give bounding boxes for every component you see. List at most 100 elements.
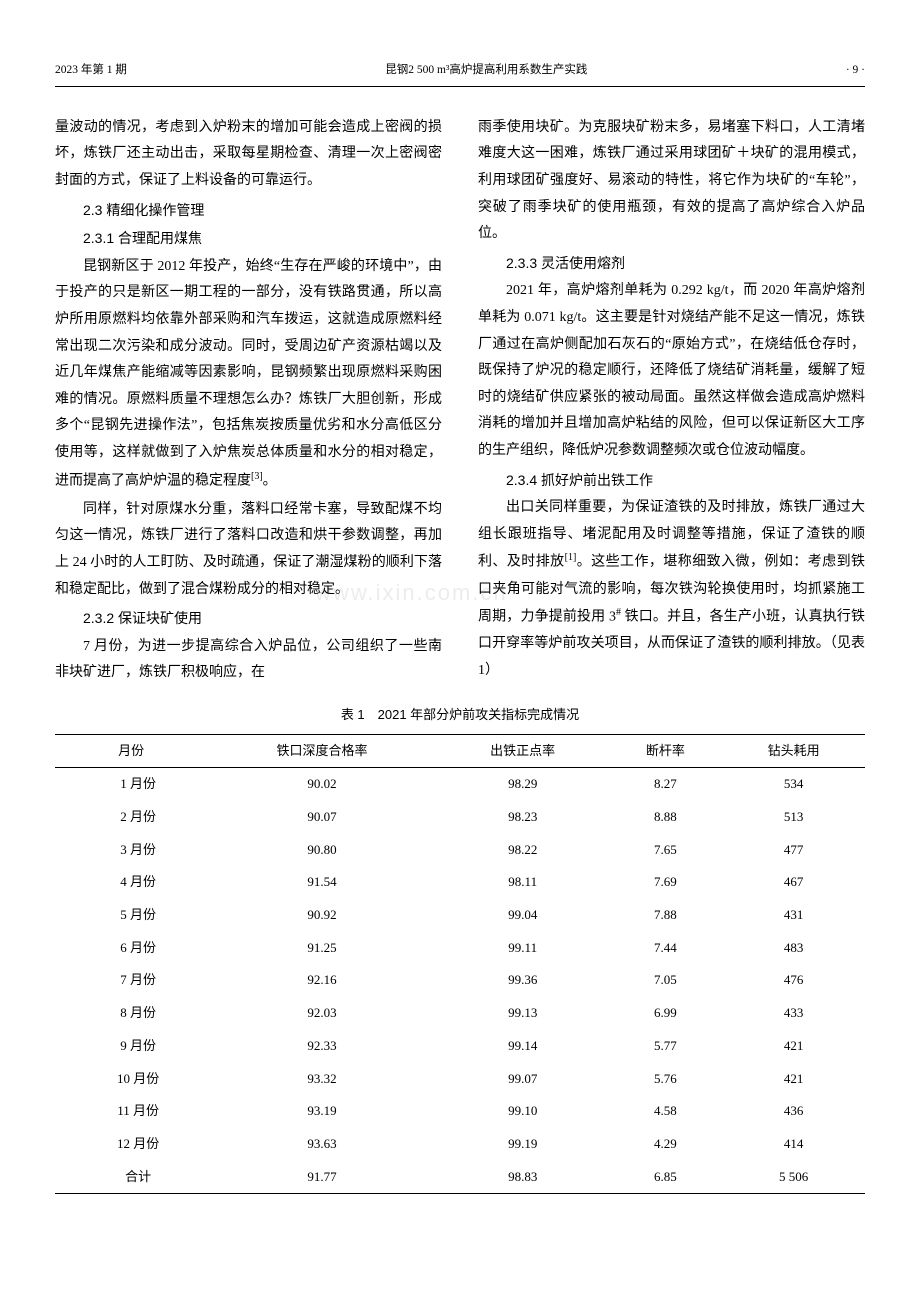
- table-row: 12 月份93.6399.194.29414: [55, 1128, 865, 1161]
- table-cell: 5 506: [722, 1161, 865, 1194]
- heading-2-3-3: 2.3.3 灵活使用熔剂: [478, 250, 865, 277]
- col-break-rate: 断杆率: [609, 734, 723, 768]
- page-body: 2023 年第 1 期 昆钢2 500 m³高炉提高利用系数生产实践 · 9 ·…: [55, 60, 865, 1194]
- table-cell: 92.03: [207, 997, 437, 1030]
- table-cell: 93.19: [207, 1095, 437, 1128]
- table-row: 7 月份92.1699.367.05476: [55, 964, 865, 997]
- table-cell: 6 月份: [55, 932, 207, 965]
- table-row: 10 月份93.3299.075.76421: [55, 1063, 865, 1096]
- table-cell: 90.92: [207, 899, 437, 932]
- table-cell: 483: [722, 932, 865, 965]
- table-cell: 4.58: [609, 1095, 723, 1128]
- table-cell: 421: [722, 1063, 865, 1096]
- paragraph: 2021 年，高炉熔剂单耗为 0.292 kg/t，而 2020 年高炉熔剂单耗…: [478, 278, 865, 464]
- header-title: 昆钢2 500 m³高炉提高利用系数生产实践: [127, 60, 846, 82]
- table-cell: 3 月份: [55, 834, 207, 867]
- table-cell: 99.14: [437, 1030, 609, 1063]
- col-ontime-rate: 出铁正点率: [437, 734, 609, 768]
- citation: [3]: [251, 471, 263, 482]
- col-depth-rate: 铁口深度合格率: [207, 734, 437, 768]
- table-cell: 8.27: [609, 768, 723, 801]
- table-cell: 5.76: [609, 1063, 723, 1096]
- table-cell: 534: [722, 768, 865, 801]
- citation: [1]: [565, 552, 577, 563]
- paragraph: 量波动的情况，考虑到入炉粉末的增加可能会造成上密阀的损坏，炼铁厂还主动出击，采取…: [55, 115, 442, 195]
- table-row: 3 月份90.8098.227.65477: [55, 834, 865, 867]
- table-row: 1 月份90.0298.298.27534: [55, 768, 865, 801]
- table-header-row: 月份 铁口深度合格率 出铁正点率 断杆率 钻头耗用: [55, 734, 865, 768]
- table-cell: 91.54: [207, 866, 437, 899]
- table-cell: 11 月份: [55, 1095, 207, 1128]
- table-cell: 98.29: [437, 768, 609, 801]
- table-cell: 2 月份: [55, 801, 207, 834]
- table-cell: 6.99: [609, 997, 723, 1030]
- table-cell: 1 月份: [55, 768, 207, 801]
- heading-2-3-1: 2.3.1 合理配用煤焦: [55, 225, 442, 252]
- table-cell: 93.32: [207, 1063, 437, 1096]
- table-row: 11 月份93.1999.104.58436: [55, 1095, 865, 1128]
- table-cell: 90.02: [207, 768, 437, 801]
- page-header: 2023 年第 1 期 昆钢2 500 m³高炉提高利用系数生产实践 · 9 ·: [55, 60, 865, 87]
- table-cell: 98.11: [437, 866, 609, 899]
- table-cell: 99.11: [437, 932, 609, 965]
- table-cell: 477: [722, 834, 865, 867]
- table-cell: 98.23: [437, 801, 609, 834]
- table-cell: 90.07: [207, 801, 437, 834]
- table-cell: 6.85: [609, 1161, 723, 1194]
- paragraph: 出口关同样重要，为保证渣铁的及时排放，炼铁厂通过大组长跟班指导、堵泥配用及时调整…: [478, 495, 865, 684]
- paragraph: 同样，针对原煤水分重，落料口经常卡塞，导致配煤不均匀这一情况，炼铁厂进行了落料口…: [55, 497, 442, 603]
- paragraph-text: 昆钢新区于 2012 年投产，始终“生存在严峻的环境中”，由于投产的只是新区一期…: [55, 259, 442, 488]
- table-cell: 99.19: [437, 1128, 609, 1161]
- table-row: 5 月份90.9299.047.88431: [55, 899, 865, 932]
- table-cell: 433: [722, 997, 865, 1030]
- table-cell: 99.04: [437, 899, 609, 932]
- heading-2-3-2: 2.3.2 保证块矿使用: [55, 605, 442, 632]
- paragraph-text: 。: [263, 473, 277, 488]
- table-cell: 91.77: [207, 1161, 437, 1194]
- table-cell: 8 月份: [55, 997, 207, 1030]
- table-row: 9 月份92.3399.145.77421: [55, 1030, 865, 1063]
- table-cell: 9 月份: [55, 1030, 207, 1063]
- paragraph: 7 月份，为进一步提高综合入炉品位，公司组织了一些南非块矿进厂，炼铁厂积极响应，…: [55, 634, 442, 687]
- table-cell: 414: [722, 1128, 865, 1161]
- table-cell: 4 月份: [55, 866, 207, 899]
- table-cell: 12 月份: [55, 1128, 207, 1161]
- table-cell: 91.25: [207, 932, 437, 965]
- two-column-layout: 量波动的情况，考虑到入炉粉末的增加可能会造成上密阀的损坏，炼铁厂还主动出击，采取…: [55, 115, 865, 689]
- table-cell: 431: [722, 899, 865, 932]
- table-cell: 99.07: [437, 1063, 609, 1096]
- header-issue: 2023 年第 1 期: [55, 60, 127, 82]
- table-cell: 92.16: [207, 964, 437, 997]
- table-caption: 表 1 2021 年部分炉前攻关指标完成情况: [55, 703, 865, 728]
- col-month: 月份: [55, 734, 207, 768]
- col-drill-usage: 钻头耗用: [722, 734, 865, 768]
- table-cell: 10 月份: [55, 1063, 207, 1096]
- table-row: 6 月份91.2599.117.44483: [55, 932, 865, 965]
- table-cell: 5 月份: [55, 899, 207, 932]
- table-cell: 99.10: [437, 1095, 609, 1128]
- table-cell: 98.22: [437, 834, 609, 867]
- data-table: 月份 铁口深度合格率 出铁正点率 断杆率 钻头耗用 1 月份90.0298.29…: [55, 734, 865, 1195]
- table-cell: 4.29: [609, 1128, 723, 1161]
- table-cell: 513: [722, 801, 865, 834]
- table-cell: 合计: [55, 1161, 207, 1194]
- table-cell: 436: [722, 1095, 865, 1128]
- table-cell: 7.05: [609, 964, 723, 997]
- table-cell: 7 月份: [55, 964, 207, 997]
- table-row: 8 月份92.0399.136.99433: [55, 997, 865, 1030]
- table-row: 2 月份90.0798.238.88513: [55, 801, 865, 834]
- header-page-number: · 9 ·: [846, 60, 865, 82]
- table-row: 合计91.7798.836.855 506: [55, 1161, 865, 1194]
- paragraph: 昆钢新区于 2012 年投产，始终“生存在严峻的环境中”，由于投产的只是新区一期…: [55, 254, 442, 495]
- table-cell: 7.65: [609, 834, 723, 867]
- table-cell: 421: [722, 1030, 865, 1063]
- left-column: 量波动的情况，考虑到入炉粉末的增加可能会造成上密阀的损坏，炼铁厂还主动出击，采取…: [55, 115, 442, 689]
- table-cell: 7.44: [609, 932, 723, 965]
- table-cell: 467: [722, 866, 865, 899]
- table-body: 1 月份90.0298.298.275342 月份90.0798.238.885…: [55, 768, 865, 1194]
- table-cell: 90.80: [207, 834, 437, 867]
- right-column: 雨季使用块矿。为克服块矿粉末多，易堵塞下料口，人工清堵难度大这一困难，炼铁厂通过…: [478, 115, 865, 689]
- table-cell: 99.36: [437, 964, 609, 997]
- table-row: 4 月份91.5498.117.69467: [55, 866, 865, 899]
- table-cell: 99.13: [437, 997, 609, 1030]
